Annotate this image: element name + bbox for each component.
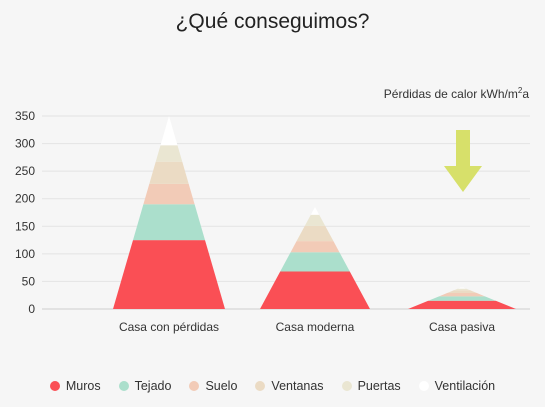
legend-item: Ventilación: [418, 379, 496, 393]
layer-ventilación: [310, 206, 320, 215]
layer-puertas: [453, 288, 471, 291]
layer-muros: [113, 240, 225, 309]
layer-ventanas: [149, 161, 189, 184]
legend-swatch: [255, 381, 266, 391]
legend-swatch: [189, 381, 200, 391]
y-tick-label: 150: [15, 219, 35, 233]
layer-puertas: [155, 145, 183, 162]
y-tick-label: 100: [15, 247, 35, 261]
down-arrow-icon: [444, 130, 482, 192]
layer-suelo: [439, 293, 485, 297]
legend-label: Tejado: [134, 379, 172, 393]
x-tick-label: Casa con pérdidas: [119, 320, 219, 334]
layer-muros: [260, 271, 370, 309]
legend-swatch: [418, 381, 429, 391]
layer-suelo: [290, 241, 340, 253]
legend-label: Ventanas: [271, 379, 324, 393]
chart-title: ¿Qué conseguimos?: [175, 10, 370, 33]
chart-legend: Muros Tejado Suelo Ventanas Puertas Ventilaci…: [0, 379, 545, 393]
legend-item: Puertas: [341, 379, 401, 393]
legend-label: Muros: [65, 379, 101, 393]
layer-ventilación: [457, 287, 467, 289]
y-tick-label: 0: [28, 302, 35, 316]
layer-ventanas: [296, 225, 334, 242]
layer-tejado: [133, 204, 205, 241]
legend-label: Ventilación: [434, 379, 496, 393]
layer-puertas: [304, 214, 326, 226]
y-tick-label: 200: [15, 192, 35, 206]
legend-item: Tejado: [118, 379, 172, 393]
legend-item: Muros: [49, 379, 101, 393]
y-tick-label: 350: [15, 109, 35, 123]
legend-swatch: [118, 381, 129, 391]
layer-ventanas: [447, 290, 477, 294]
y-tick-label: 300: [15, 137, 35, 151]
layer-suelo: [143, 183, 195, 205]
legend-item: Ventanas: [255, 379, 324, 393]
legend-label: Puertas: [357, 379, 401, 393]
layer-ventilación: [160, 116, 178, 146]
y-tick-label: 50: [22, 274, 36, 288]
layer-tejado: [428, 296, 496, 301]
legend-item: Suelo: [189, 379, 237, 393]
legend-swatch: [49, 381, 60, 391]
layer-muros: [408, 300, 516, 309]
legend-label: Suelo: [205, 379, 238, 393]
y-tick-label: 250: [15, 164, 35, 178]
x-tick-label: Casa moderna: [276, 320, 355, 334]
legend-swatch: [341, 381, 352, 391]
layer-tejado: [280, 252, 350, 272]
x-tick-label: Casa pasiva: [429, 320, 495, 334]
units-label: Pérdidas de calor kWh/m2a: [383, 86, 529, 101]
